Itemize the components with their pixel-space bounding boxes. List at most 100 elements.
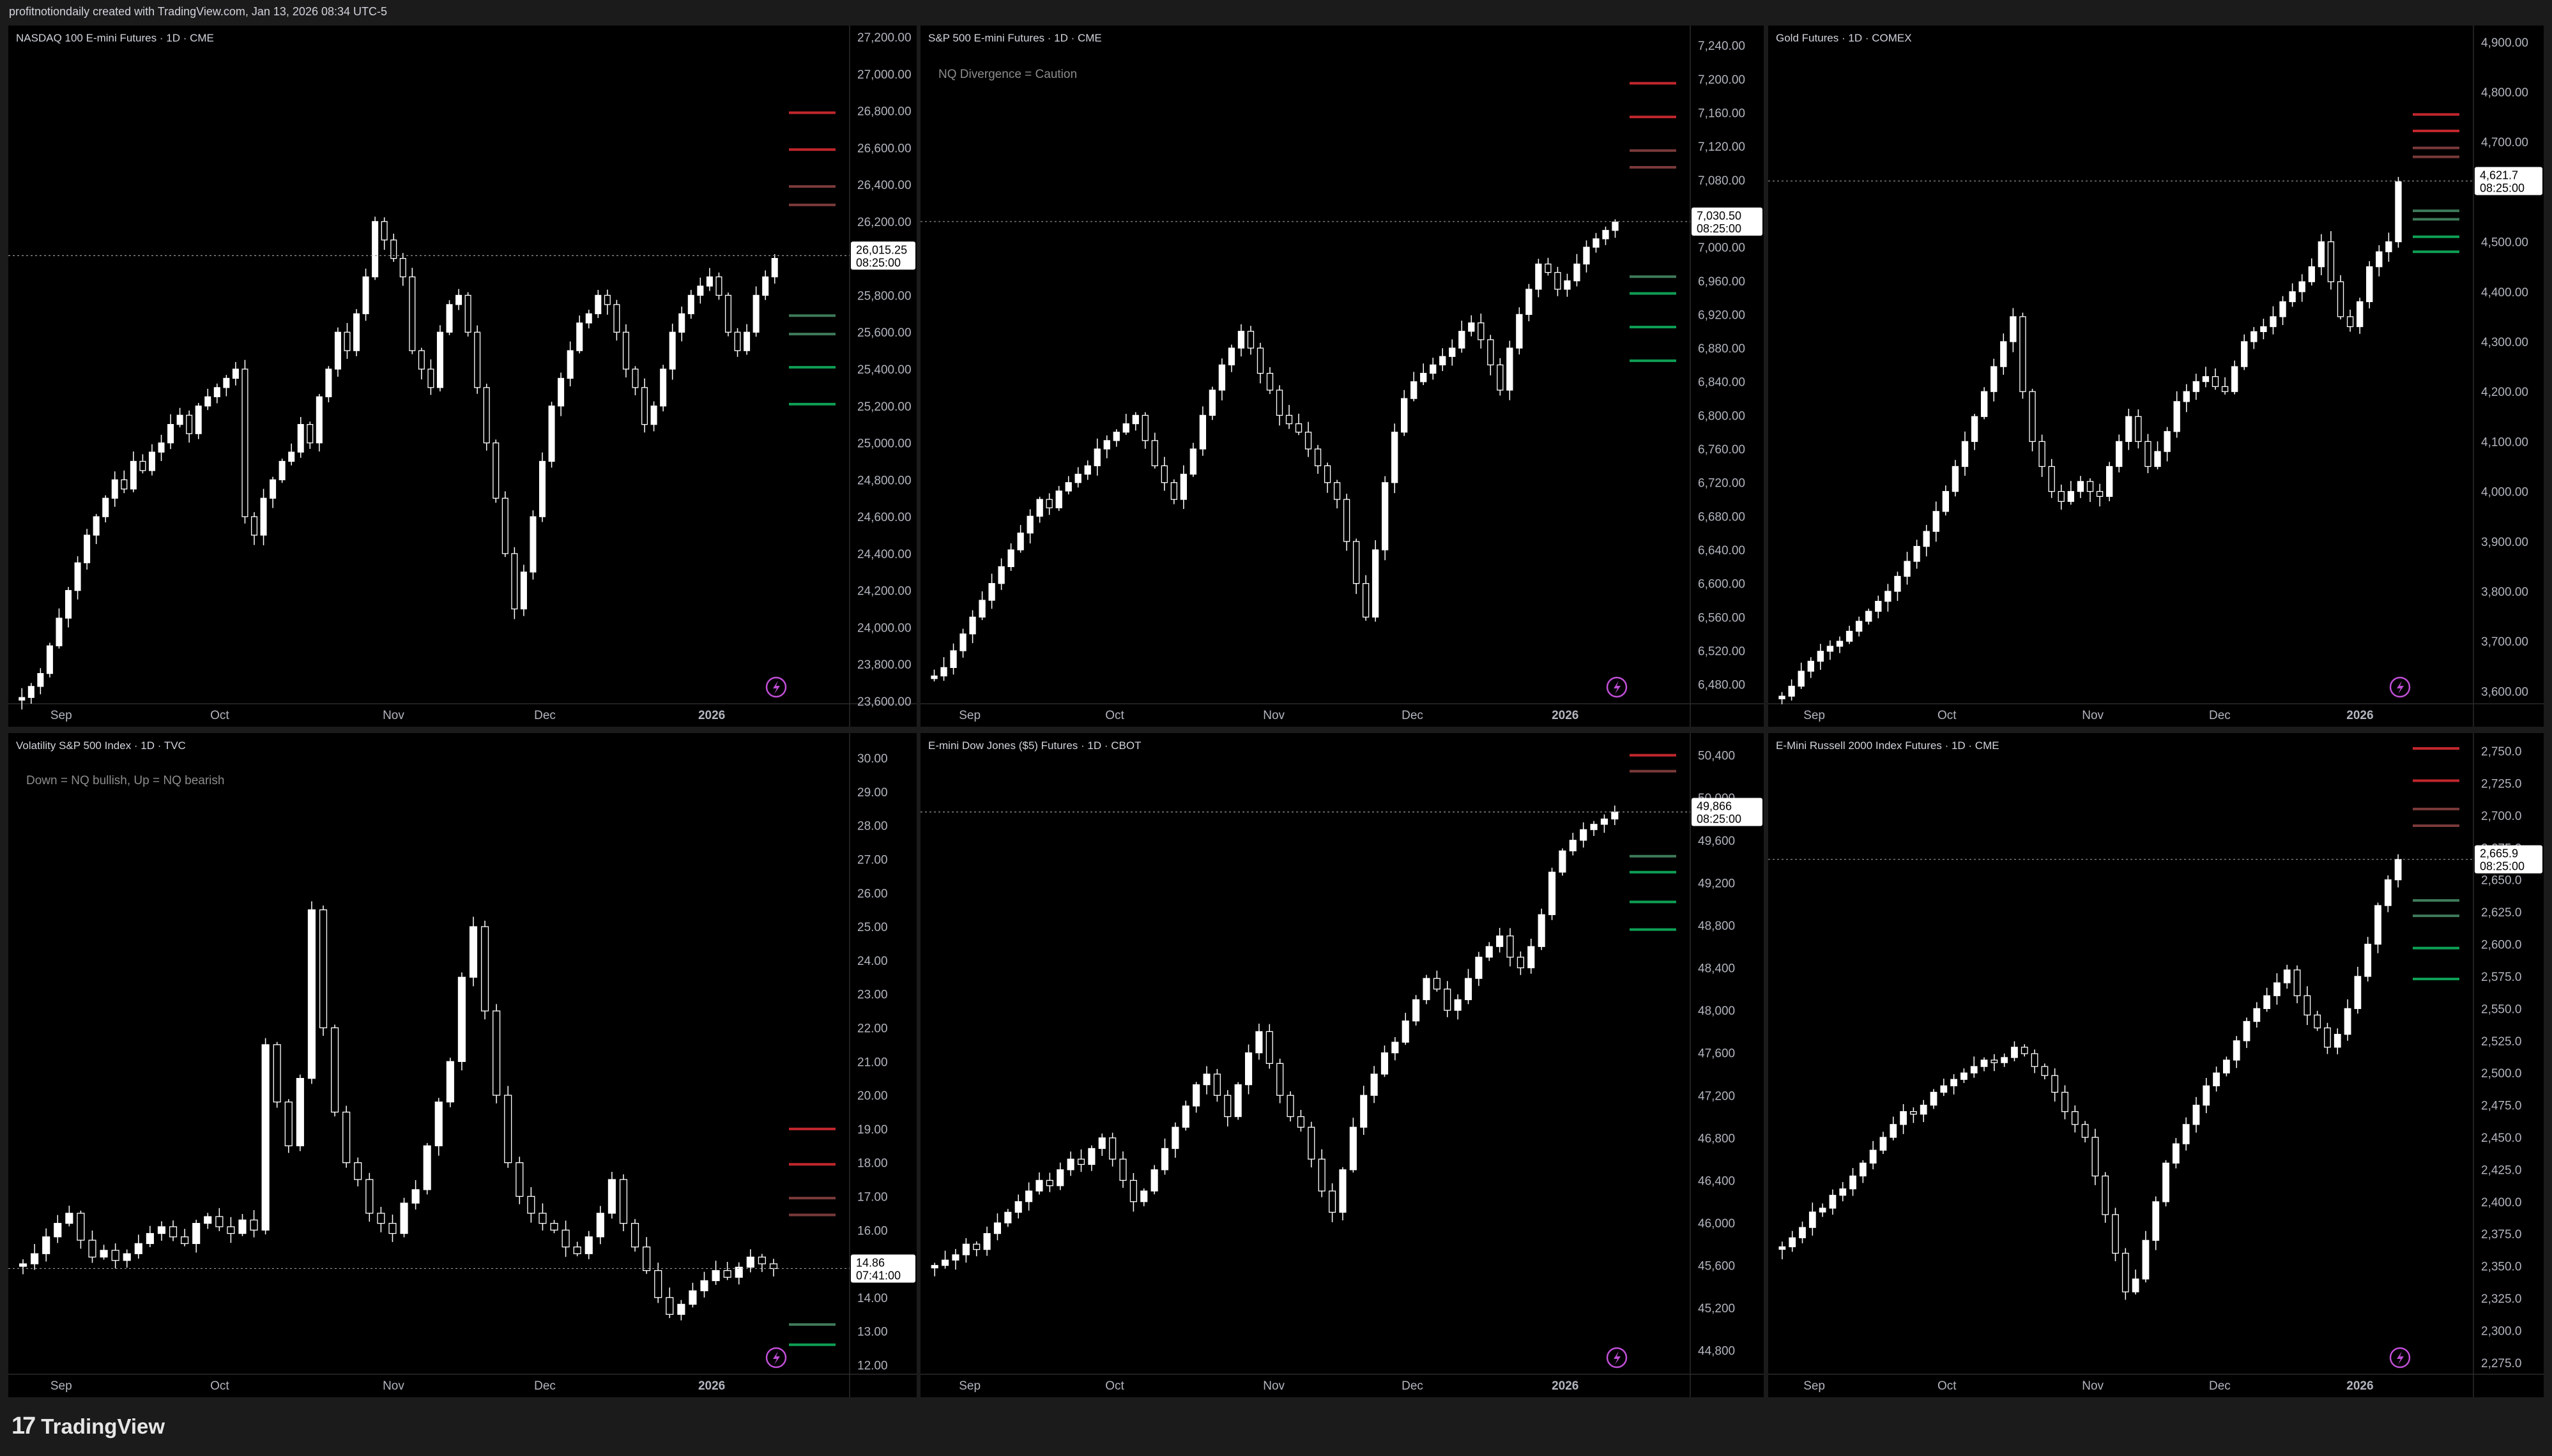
candle-body <box>260 497 267 536</box>
x-tick-label: Dec <box>534 1379 556 1393</box>
lightning-bolt-icon <box>765 1347 787 1369</box>
y-tick-label: 4,000.00 <box>2481 486 2528 499</box>
candle-body <box>2203 1085 2210 1106</box>
candle-body <box>1506 347 1513 391</box>
y-tick-label: 7,240.00 <box>1698 40 1745 53</box>
candle-body <box>2182 1124 2190 1144</box>
candle-body <box>1932 511 1939 532</box>
y-tick-label: 45,600 <box>1698 1260 1735 1273</box>
x-tick-label: Dec <box>2209 709 2231 722</box>
candle-body <box>940 667 947 677</box>
chart-panel-dow[interactable]: 50,40050,00049,60049,20048,80048,40048,0… <box>921 733 1764 1397</box>
y-tick-label: 6,520.00 <box>1698 645 1745 658</box>
tradingview-logo[interactable]: 17 TradingView <box>11 1413 165 1440</box>
candle-body <box>88 1240 96 1258</box>
candle-body <box>457 976 466 1062</box>
candle-body <box>1189 448 1197 475</box>
candle-body <box>1349 1126 1357 1171</box>
y-tick-label: 2,500.0 <box>2481 1067 2521 1081</box>
chart-svg-dow[interactable]: 50,40050,00049,60049,20048,80048,40048,0… <box>921 733 1764 1397</box>
y-tick-label: 21.00 <box>857 1056 888 1069</box>
candle-body <box>660 368 667 407</box>
last-price-value: 7,030.50 <box>1697 209 1741 222</box>
candle-body <box>1778 695 1785 699</box>
candle-body <box>1799 1227 1806 1238</box>
candle-body <box>1909 1111 1917 1115</box>
y-tick-label: 26,600.00 <box>857 142 912 155</box>
candle-body <box>2051 1075 2059 1093</box>
candle-body <box>56 618 63 646</box>
candle-body <box>723 1270 731 1278</box>
y-tick-label: 2,725.0 <box>2481 777 2521 791</box>
candle-body <box>54 1223 62 1238</box>
chart-svg-gold[interactable]: 4,900.00 4,800.00 4,700.00 4,621.7 4,500.00 4… <box>1768 26 2544 727</box>
chart-title: E-mini Dow Jones ($5) Futures · 1D · CBO… <box>928 739 1142 752</box>
candle-body <box>1036 499 1043 517</box>
x-tick-label: 2026 <box>2346 1379 2373 1393</box>
y-tick-label: 4,800.00 <box>2481 86 2528 100</box>
candle-body <box>2356 301 2364 328</box>
candle-body <box>1859 1162 1867 1177</box>
candle-body <box>585 1236 593 1254</box>
candle-body <box>1401 398 1408 433</box>
candle-body <box>390 239 397 259</box>
chart-svg-nasdaq[interactable]: 27,200.00 27,000.00 26,800.00 26,600.00 26,4… <box>8 26 917 727</box>
candle-body <box>1103 440 1110 450</box>
candle-body <box>753 294 760 333</box>
candle-body <box>1265 1031 1273 1064</box>
x-tick-label: Dec <box>1402 709 1423 722</box>
candle-body <box>223 377 230 388</box>
candle-body <box>2314 1014 2321 1029</box>
chart-panel-vix[interactable]: 30.00 29.00 28.00 27.00 26.00 25.00 24.00 23.00… <box>8 733 917 1397</box>
x-tick-label: Sep <box>959 709 981 722</box>
candle-body <box>2385 241 2392 252</box>
candle-body <box>1098 1137 1106 1149</box>
y-tick-label: 23,600.00 <box>857 695 912 709</box>
candle-body <box>2213 1072 2220 1087</box>
candle-body <box>93 516 100 536</box>
candle-body <box>1894 575 1901 592</box>
candle-body <box>2222 1059 2230 1073</box>
candle-body <box>769 1263 778 1270</box>
candle-body <box>1879 1137 1887 1151</box>
candle-body <box>1172 1126 1179 1149</box>
candle-body <box>1017 533 1024 550</box>
y-tick-label: 6,720.00 <box>1698 477 1745 490</box>
candle-body <box>1362 583 1370 618</box>
candle-body <box>227 1226 235 1234</box>
candle-body <box>607 1179 616 1214</box>
candle-body <box>353 313 360 351</box>
chart-panel-nasdaq[interactable]: 27,200.00 27,000.00 26,800.00 26,600.00 26,4… <box>8 26 917 727</box>
candle-body <box>381 221 388 241</box>
candle-body <box>950 650 957 668</box>
candle-body <box>530 516 537 573</box>
y-tick-label: 46,000 <box>1698 1217 1735 1231</box>
candle-body <box>2298 281 2305 292</box>
y-tick-label: 4,400.00 <box>2481 286 2528 300</box>
candle-body <box>1950 1079 1958 1087</box>
candle-body <box>1420 372 1427 383</box>
candle-body <box>1590 824 1598 830</box>
chart-svg-sp500[interactable]: 7,240.00 7,200.00 7,160.00 7,120.00 7,080.00… <box>921 26 1764 727</box>
x-tick-label: Sep <box>50 709 72 722</box>
candle-body <box>2071 1111 2079 1125</box>
candle-body <box>1372 549 1379 618</box>
candle-body <box>585 313 592 324</box>
chart-panel-gold[interactable]: 4,900.00 4,800.00 4,700.00 4,621.7 4,500.00 4… <box>1768 26 2544 727</box>
chart-svg-vix[interactable]: 30.00 29.00 28.00 27.00 26.00 25.00 24.00 23.00… <box>8 733 917 1397</box>
candle-body <box>2086 481 2094 492</box>
candle-body <box>1778 1246 1786 1250</box>
candle-body <box>1077 1158 1085 1165</box>
candle-body <box>372 221 379 278</box>
tradingview-logo-text: TradingView <box>41 1414 165 1438</box>
chart-svg-russell[interactable]: 2,750.02,725.02,700.02,675.02,650.02,625… <box>1768 733 2544 1397</box>
candle-body <box>2233 1040 2240 1061</box>
x-tick-label: Oct <box>1105 1379 1124 1393</box>
candle-body <box>77 1213 85 1241</box>
candle-body <box>446 304 453 333</box>
chart-panel-sp500[interactable]: 7,240.00 7,200.00 7,160.00 7,120.00 7,080.00… <box>921 26 1764 727</box>
chart-panel-russell[interactable]: 2,750.02,725.02,700.02,675.02,650.02,625… <box>1768 733 2544 1397</box>
y-tick-label: 3,900.00 <box>2481 536 2528 549</box>
candle-body <box>288 451 295 462</box>
candle-body <box>622 331 629 370</box>
